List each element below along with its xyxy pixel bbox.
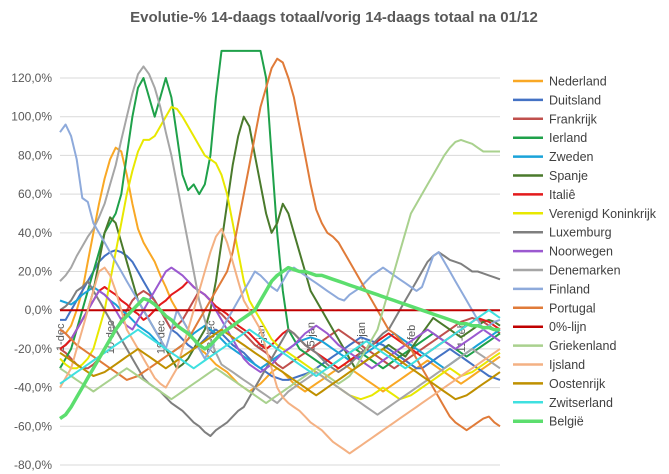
legend: Nederland Duitsland Frankrijk Ierland Zweden… <box>513 75 657 429</box>
y-tick-label: 120,0% <box>11 71 52 85</box>
series-line <box>59 328 501 401</box>
legend-label: Zwitserland <box>549 396 613 410</box>
y-tick-label: -20,0% <box>14 342 52 356</box>
y-tick-label: -80,0% <box>14 458 52 472</box>
series-line <box>59 115 501 370</box>
legend-label: Griekenland <box>549 339 616 353</box>
legend-label: Denemarken <box>549 264 621 278</box>
y-axis: -80,0% -60,0% -40,0% -20,0% 0,0% 20,0% 40,0% 60… <box>11 71 52 472</box>
legend-label: Duitsland <box>549 93 601 107</box>
x-tick-label: 1-dec <box>55 323 67 351</box>
series-line <box>60 249 501 381</box>
y-tick-label: 80,0% <box>18 148 52 162</box>
legend-label: Nederland <box>549 75 607 89</box>
y-tick-label: -40,0% <box>14 381 52 395</box>
legend-label: Portugal <box>549 301 596 315</box>
y-tick-label: 40,0% <box>18 226 52 240</box>
series-line <box>59 227 501 455</box>
series-line <box>59 251 501 437</box>
y-tick-label: 20,0% <box>18 265 52 279</box>
legend-label: Zweden <box>549 150 594 164</box>
legend-label: Verenigd Koninkrijk <box>549 207 657 221</box>
series-line <box>59 49 501 370</box>
y-tick-label: 100,0% <box>11 110 52 124</box>
legend-label: Italiê <box>549 188 575 202</box>
series-line <box>59 65 501 416</box>
legend-label: Frankrijk <box>549 112 598 126</box>
series-line <box>59 106 501 401</box>
series-line <box>59 289 501 370</box>
y-tick-label: 0,0% <box>25 303 53 317</box>
legend-label: 0%-lijn <box>549 320 587 334</box>
series-line <box>58 265 500 421</box>
series-lines <box>58 49 501 455</box>
legend-label: Noorwegen <box>549 245 613 259</box>
series-line <box>59 123 501 360</box>
legend-label: Ijsland <box>549 358 585 372</box>
legend-label: Luxemburg <box>549 226 612 240</box>
series-line <box>59 309 501 385</box>
legend-label: Ierland <box>549 131 587 145</box>
legend-label: Oostenrijk <box>549 377 606 391</box>
legend-label: Spanje <box>549 169 588 183</box>
series-line <box>59 57 501 432</box>
y-tick-label: -60,0% <box>14 419 52 433</box>
series-line <box>59 266 501 374</box>
legend-label: Finland <box>549 282 590 296</box>
chart-title: Evolutie-% 14-daags totaal/vorig 14-daag… <box>130 9 538 26</box>
y-tick-label: 60,0% <box>18 187 52 201</box>
legend-label: België <box>549 415 584 429</box>
